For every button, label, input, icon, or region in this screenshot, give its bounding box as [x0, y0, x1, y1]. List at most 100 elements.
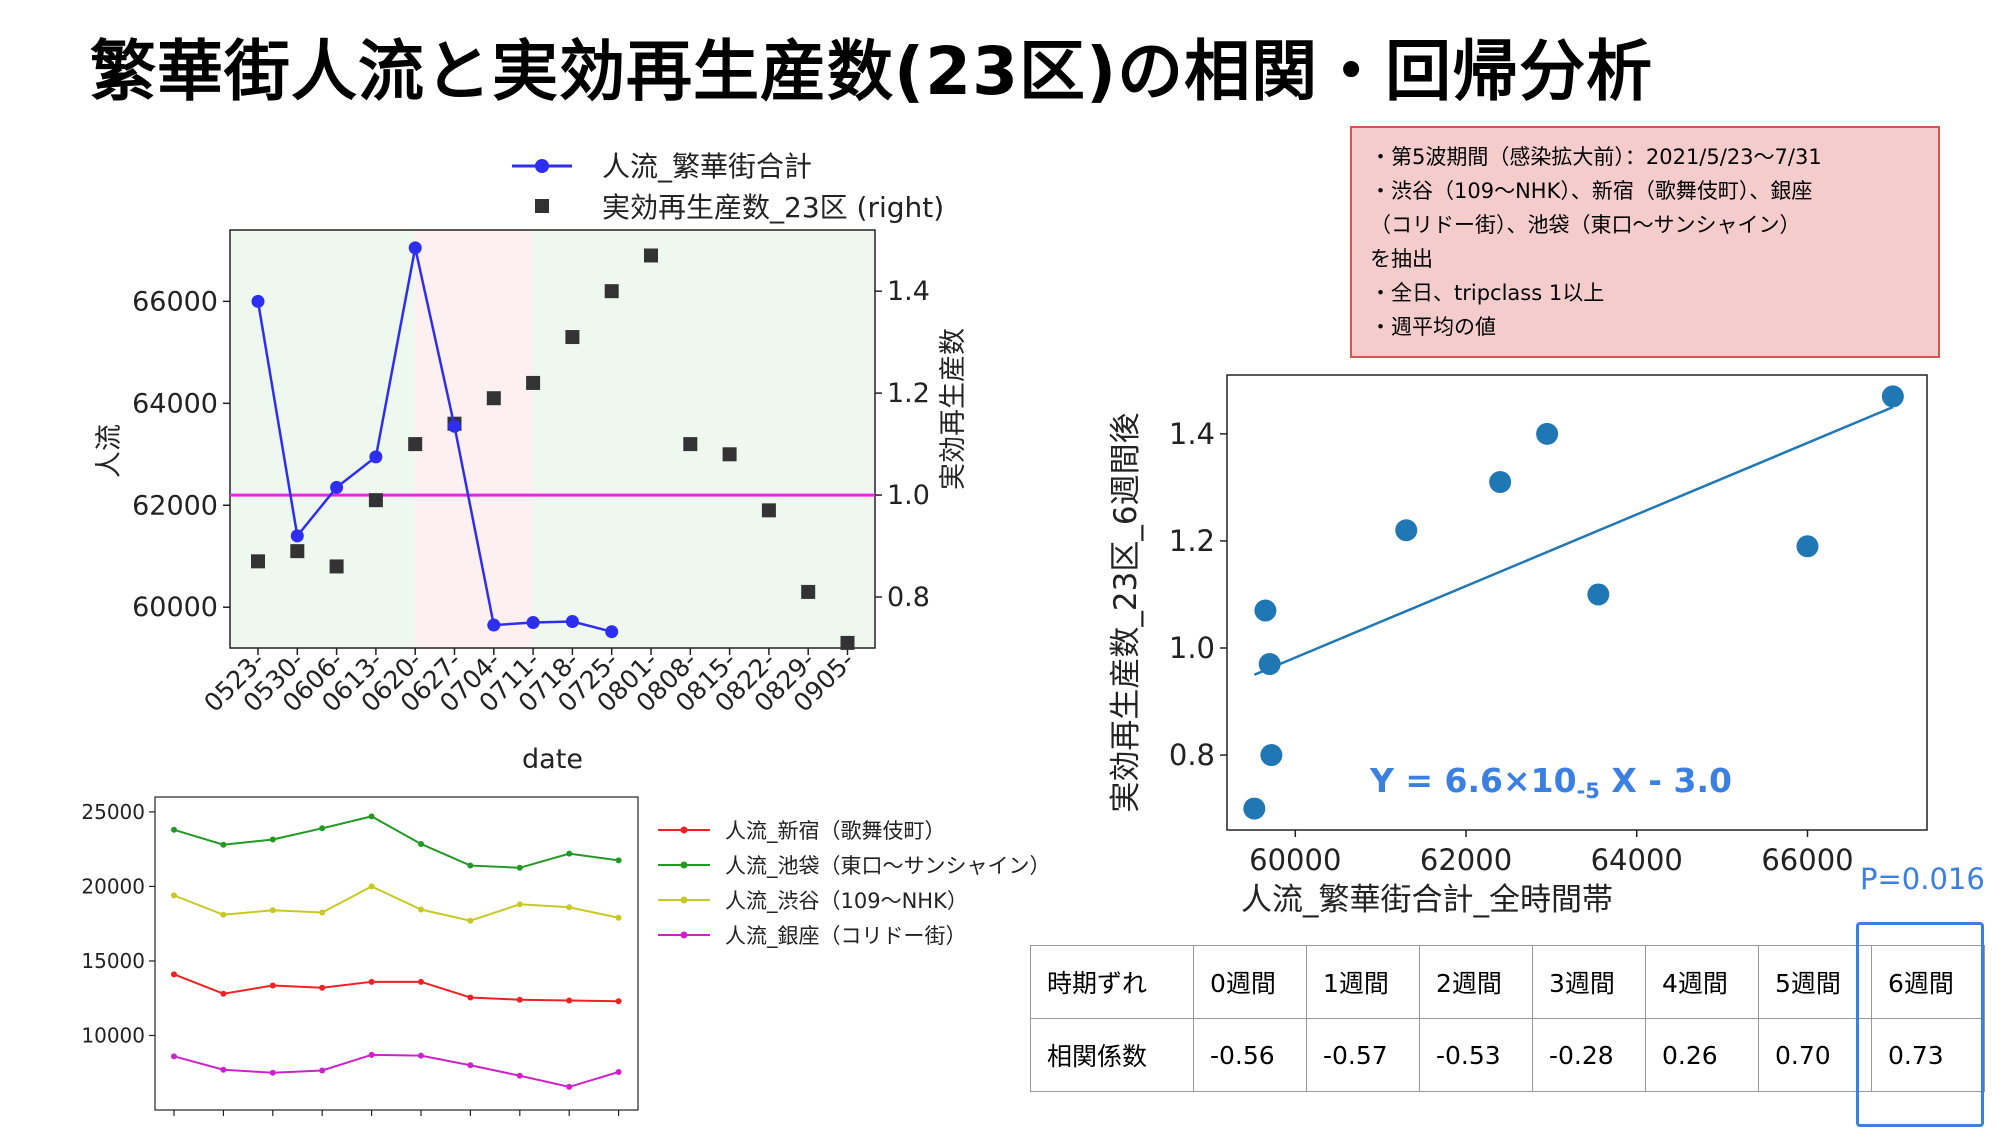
lag-correlation-table: 時期ずれ 0週間 1週間 2週間 3週間 4週間 5週間 6週間 相関係数 -0… [1030, 945, 1985, 1092]
series-marker [220, 841, 227, 848]
scatter-point [1258, 653, 1281, 676]
series-marker [566, 1083, 573, 1090]
flow-marker [448, 419, 461, 433]
series-marker [418, 1052, 424, 1059]
series-marker [171, 826, 177, 833]
series-marker [418, 978, 424, 985]
table-header-cell: 相関係数 [1030, 1018, 1194, 1092]
series-marker [220, 990, 227, 997]
note-line: を抽出 [1370, 247, 1433, 271]
x-tick-label: 66000 [1761, 843, 1853, 877]
rt-marker [604, 284, 619, 299]
y-tick-label: 15000 [81, 949, 145, 973]
series-marker [516, 996, 523, 1003]
series-line [173, 973, 619, 1003]
series-marker [615, 1068, 622, 1075]
lag-cell: 3週間 [1532, 945, 1646, 1019]
note-line: ・週平均の値 [1370, 315, 1496, 339]
series-marker [269, 907, 276, 914]
series-marker [467, 862, 474, 869]
series-marker [319, 984, 326, 991]
table-header-cell: 時期ずれ [1030, 945, 1194, 1019]
y-tick-label: 1.4 [1169, 417, 1215, 451]
rt-marker [644, 248, 658, 263]
note-line: （コリドー街）、池袋（東口〜サンシャイン） [1370, 213, 1801, 237]
series-marker [269, 836, 276, 843]
x-axis-label: date [522, 744, 583, 775]
series-marker [566, 997, 573, 1004]
scatter-point [1395, 519, 1418, 542]
p-value-label: P=0.016 [1860, 862, 1985, 896]
flow-marker [487, 618, 501, 632]
plot-frame [1226, 374, 1928, 831]
rt-marker [290, 544, 305, 559]
note-line: ・全日、tripclass 1以上 [1370, 281, 1605, 305]
rt-marker [251, 554, 265, 569]
series-marker [418, 906, 424, 913]
lag-cell: 6週間 [1871, 945, 1985, 1019]
flow-marker [290, 529, 304, 543]
series-marker [319, 909, 326, 916]
legend-entry: 人流_新宿（歌舞伎町） [725, 819, 946, 844]
note-line: ・第5波期間（感染拡大前）：2021/5/23〜7/31 [1370, 145, 1822, 169]
series-marker [418, 840, 424, 847]
flow-marker [251, 294, 265, 308]
scatter-point [1881, 385, 1904, 408]
y-tick-label: 10000 [81, 1023, 145, 1047]
analysis-conditions-note: ・第5波期間（感染拡大前）：2021/5/23〜7/31 ・渋谷（109〜NHK… [1350, 126, 1940, 358]
series-marker [269, 982, 276, 989]
rt-marker [761, 503, 776, 518]
legend-entry: 人流_池袋（東口～サンシャイン） [725, 854, 1051, 879]
y-tick-label: 20000 [81, 874, 145, 898]
series-marker [467, 917, 474, 924]
legend-entry: 人流_繁華街合計 [602, 150, 812, 183]
y-tick-label: 0.8 [1169, 738, 1215, 772]
y-tick-label: 25000 [81, 800, 145, 824]
legend-marker-swatch [680, 861, 688, 869]
correlation-cell: 0.73 [1871, 1018, 1985, 1092]
series-marker [220, 911, 227, 918]
series-marker [467, 994, 474, 1001]
regression-line [1253, 405, 1894, 676]
legend-marker-swatch [680, 826, 688, 834]
series-marker [467, 1062, 474, 1069]
regression-equation: Y = 6.6×10-5 X - 3.0 [1369, 761, 1732, 803]
correlation-cell: -0.53 [1419, 1018, 1533, 1092]
correlation-cell: -0.57 [1306, 1018, 1420, 1092]
table-row: 時期ずれ 0週間 1週間 2週間 3週間 4週間 5週間 6週間 [1030, 945, 1985, 1019]
note-line: ・渋谷（109〜NHK）、新宿（歌舞伎町）、銀座 [1370, 179, 1813, 203]
scatter-point [1796, 535, 1819, 558]
legend-marker-swatch [680, 931, 688, 939]
scatter-point [1260, 744, 1283, 767]
scatter-point [1587, 583, 1610, 606]
series-marker [615, 998, 622, 1005]
flow-marker [565, 614, 579, 628]
series-line [173, 885, 619, 922]
legend-marker-swatch [535, 199, 549, 213]
background-band [230, 230, 416, 648]
flow-marker [526, 616, 540, 630]
legend-marker-swatch [680, 896, 688, 904]
series-marker [516, 864, 523, 871]
series-marker [615, 914, 622, 921]
series-marker [368, 1051, 375, 1058]
rt-marker [486, 391, 501, 406]
rt-marker [722, 447, 737, 462]
scatter-point [1254, 599, 1277, 622]
series-marker [171, 892, 177, 899]
series-marker [516, 1072, 523, 1079]
lag-cell: 4週間 [1645, 945, 1759, 1019]
series-marker [516, 901, 523, 908]
y-axis-label: 実効再生産数_23区_6週間後 [1108, 412, 1144, 812]
scatter-point [1536, 422, 1559, 445]
rt-marker [408, 437, 423, 452]
series-marker [615, 857, 622, 864]
series-line [173, 1053, 619, 1088]
x-tick-label: 60000 [1249, 843, 1341, 877]
rt-marker [368, 493, 383, 508]
series-line [173, 815, 619, 869]
series-marker [368, 978, 375, 985]
y-right-tick-label: 1.4 [887, 276, 930, 307]
x-axis-label: 人流_繁華街合計_全時間帯 [1241, 882, 1613, 918]
y-right-axis-label: 実効再生産数 [938, 328, 969, 490]
